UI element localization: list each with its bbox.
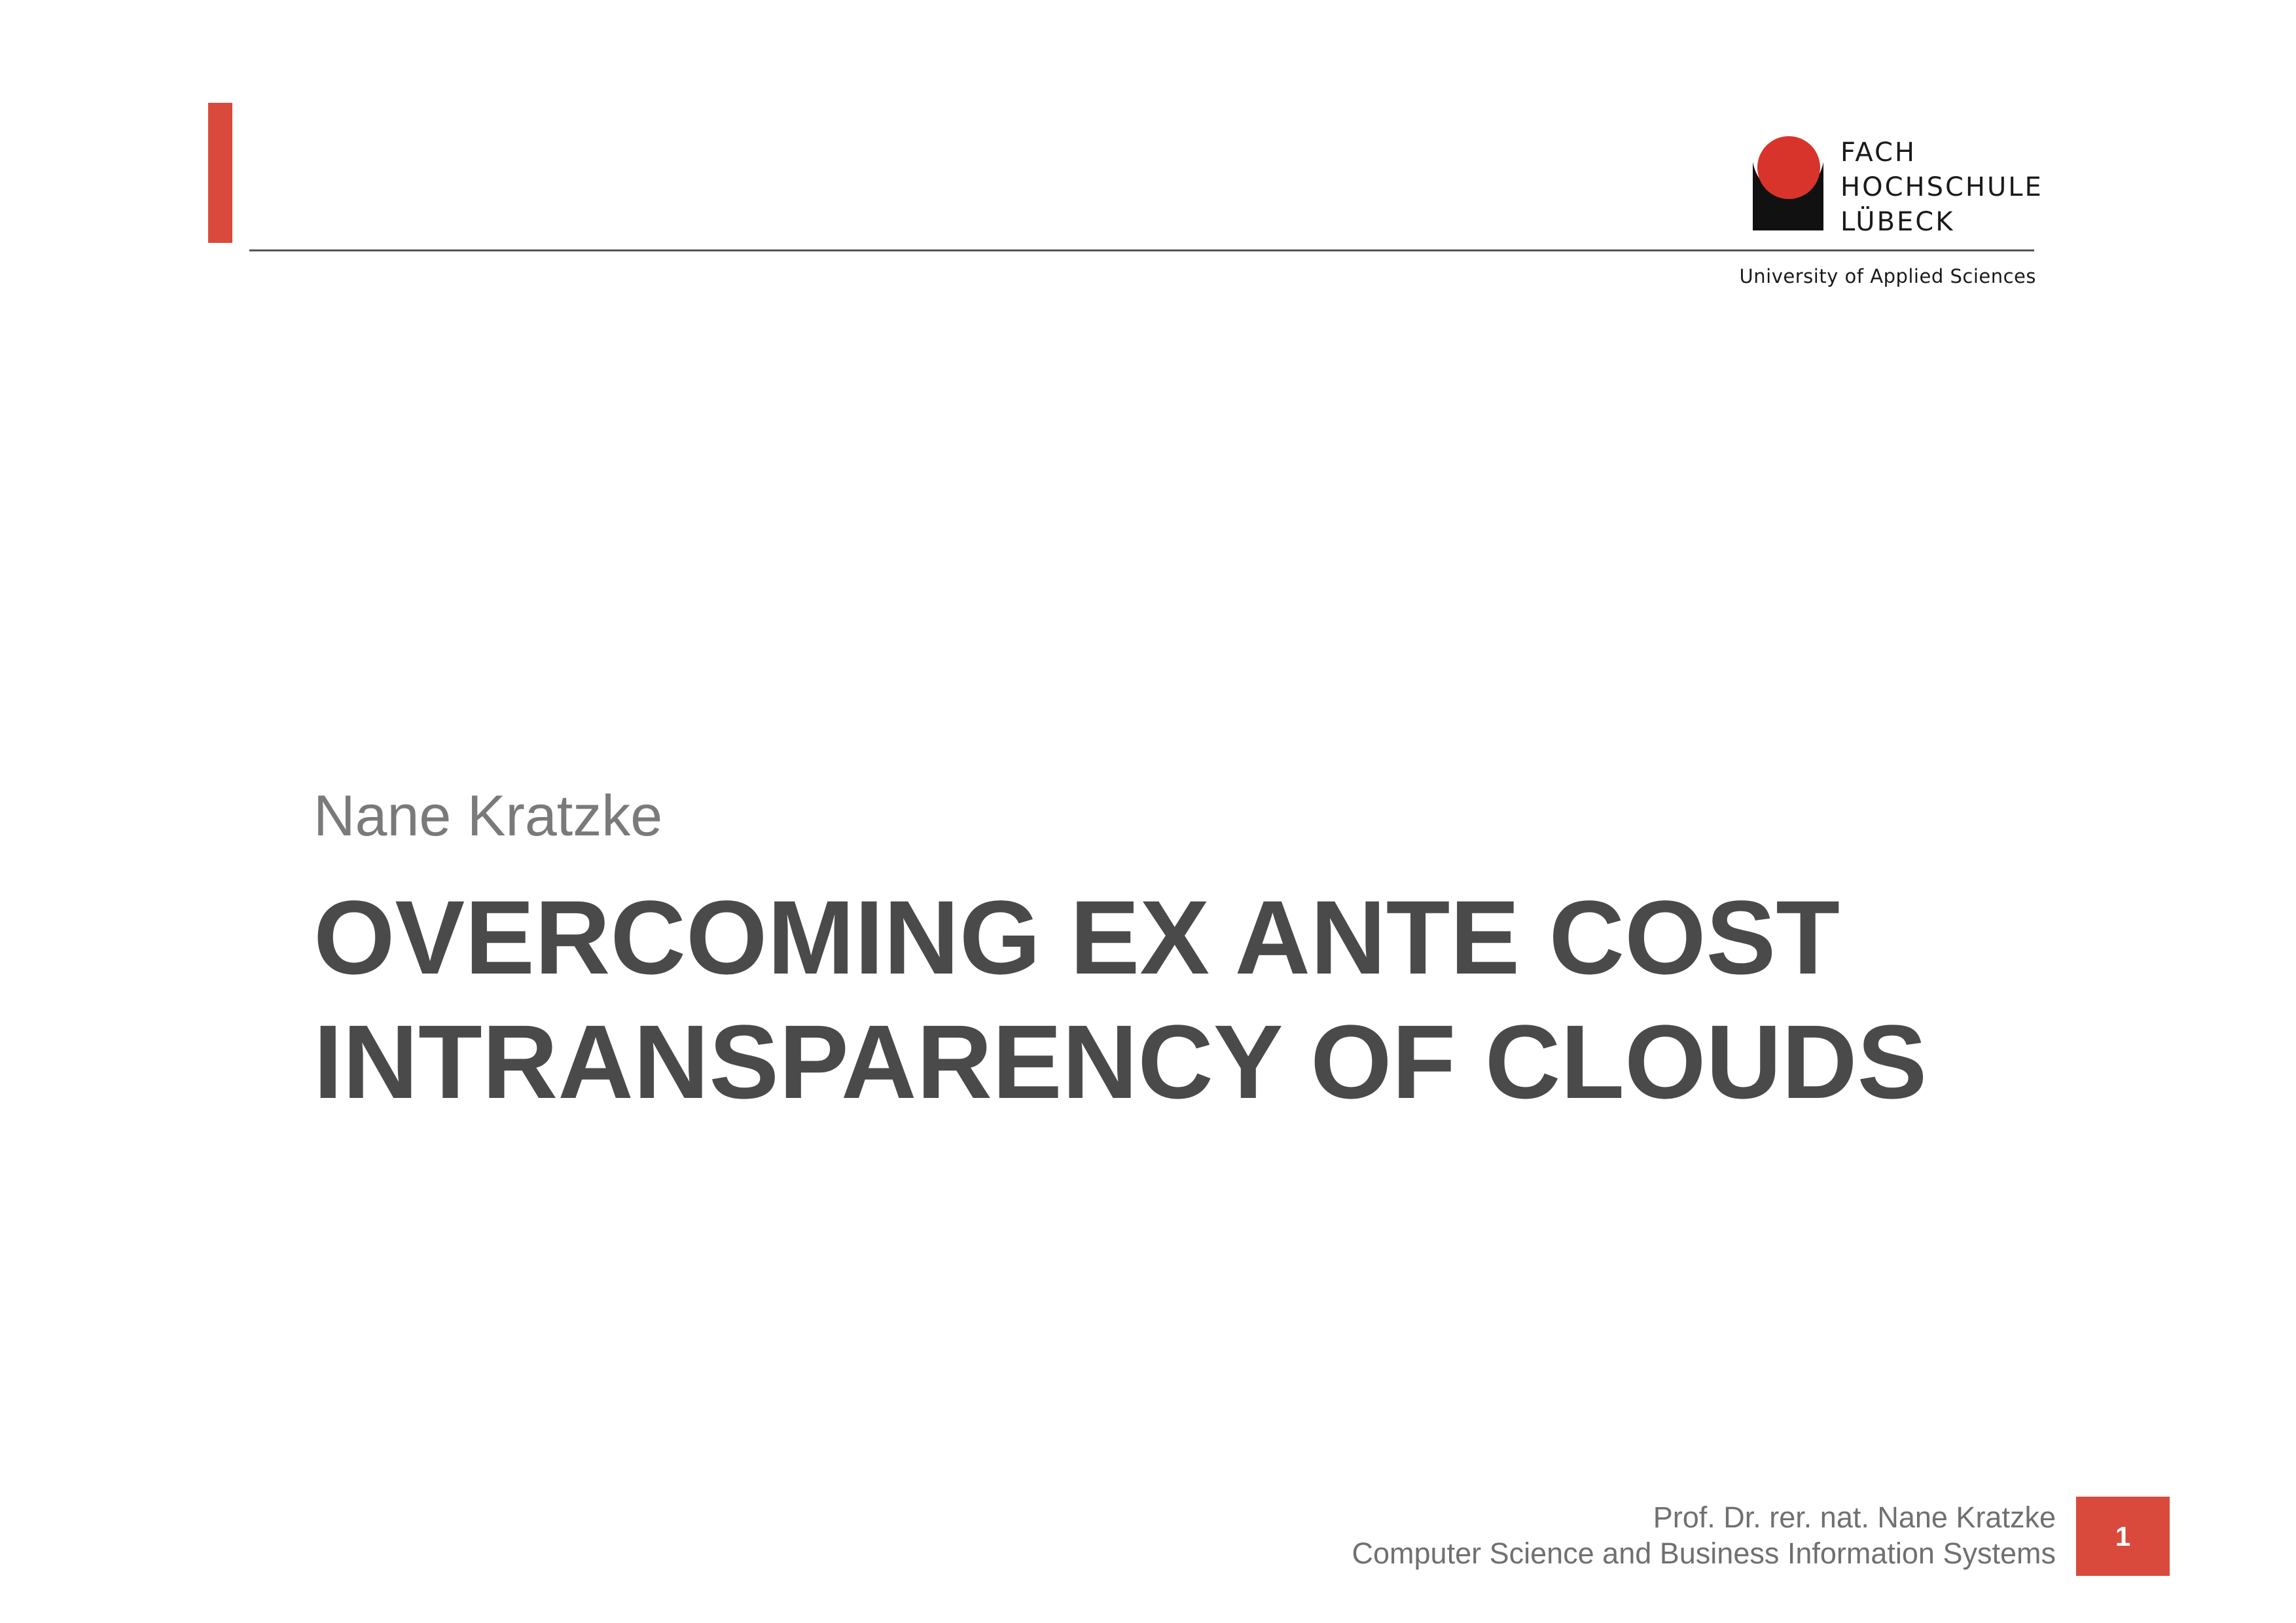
slide-title-line-1: OVERCOMING EX ANTE COST <box>314 879 1840 996</box>
slide-title-line-2: INTRANSPARENCY OF CLOUDS <box>314 1003 1928 1120</box>
logo-line-2: HOCHSCHULE <box>1840 172 2043 202</box>
author-name: Nane Kratzke <box>314 783 663 848</box>
logo-wordmark: FACH HOCHSCHULE LÜBECK <box>1840 136 2043 240</box>
footer-info: Prof. Dr. rer. nat. Nane Kratzke Compute… <box>1352 1499 2056 1571</box>
fh-luebeck-emblem-icon <box>1753 136 1823 230</box>
logo-line-3: LÜBECK <box>1840 207 1955 237</box>
page-number: 1 <box>2115 1520 2131 1552</box>
header-divider <box>249 249 2034 251</box>
footer-department: Computer Science and Business Informatio… <box>1352 1537 2056 1570</box>
page-number-badge: 1 <box>2076 1497 2170 1576</box>
logo-line-1: FACH <box>1840 137 1917 168</box>
footer-presenter: Prof. Dr. rer. nat. Nane Kratzke <box>1653 1501 2056 1534</box>
slide-title: OVERCOMING EX ANTE COST INTRANSPARENCY O… <box>314 875 1927 1124</box>
accent-bar <box>208 103 232 243</box>
logo-subline: University of Applied Sciences <box>1739 265 2036 287</box>
